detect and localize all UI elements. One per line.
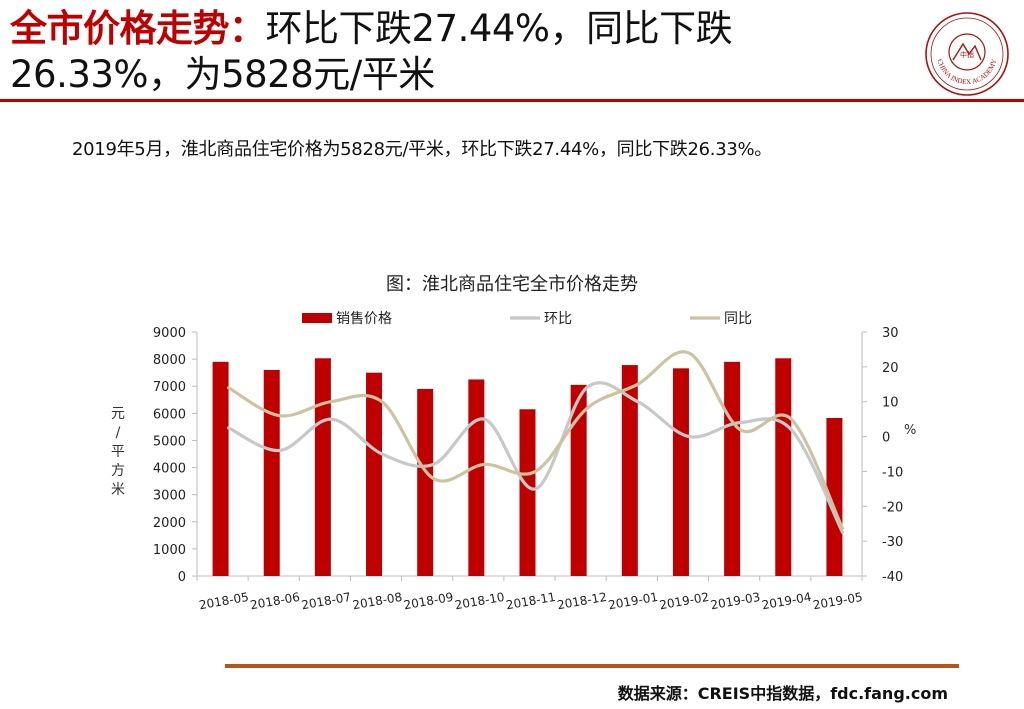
logo-center-text: 中指 (960, 50, 974, 59)
price-bars (212, 358, 843, 576)
right-tick-label: 20 (882, 361, 899, 376)
x-tick-label: 2018-12 (556, 590, 608, 612)
right-tick-label: -30 (882, 535, 903, 550)
left-tick-label: 7000 (153, 380, 186, 395)
ratio-lines (226, 350, 845, 534)
price-bar (724, 361, 741, 576)
legend-yoy-label: 同比 (724, 311, 752, 327)
x-tick-label: 2019-05 (812, 590, 864, 612)
left-axis-label-char: / (116, 425, 121, 441)
chart-legend: 销售价格 环比 同比 (302, 311, 752, 327)
page-title-rest: 环比下跌27.44%，同比下跌26.33%，为5828元/平米 (10, 7, 733, 96)
right-axis-label: % (904, 423, 916, 438)
left-tick-label: 2000 (153, 516, 186, 531)
legend-price-swatch (302, 313, 332, 323)
left-tick-label: 5000 (153, 434, 186, 449)
right-tick-label: -10 (882, 465, 903, 480)
left-axis-label-char: 元 (111, 406, 125, 422)
x-tick-label: 2018-11 (505, 590, 557, 612)
right-tick-label: 10 (882, 396, 899, 411)
left-axis-label-char: 方 (111, 463, 125, 479)
legend-mom-label: 环比 (544, 311, 572, 327)
legend-price-label: 销售价格 (336, 311, 392, 327)
price-bar (212, 361, 229, 576)
price-bar (570, 384, 587, 576)
header-rule (0, 99, 1024, 102)
china-index-academy-seal-icon: CHINA INDEX ACADEMY 中指 (925, 12, 1009, 96)
price-bar (417, 388, 434, 576)
price-bar (314, 358, 331, 576)
x-tick-label: 2019-02 (658, 590, 710, 612)
source-note: 数据来源：CREIS中指数据，fdc.fang.com (617, 684, 948, 703)
left-tick-label: 4000 (153, 462, 186, 477)
x-tick-label: 2018-08 (351, 590, 403, 612)
left-tick-label: 9000 (153, 326, 186, 341)
x-tick-label: 2019-04 (761, 590, 813, 612)
x-tick-label: 2018-10 (454, 590, 506, 612)
price-bar (366, 372, 383, 576)
chart-title: 图：淮北商品住宅全市价格走势 (386, 274, 638, 295)
x-tick-label: 2019-03 (710, 590, 762, 612)
left-tick-label: 6000 (153, 407, 186, 422)
x-tick-label: 2018-06 (249, 590, 301, 612)
right-tick-label: -20 (882, 500, 903, 515)
price-bar (519, 409, 536, 576)
mom-line (226, 381, 845, 534)
x-tick-label: 2018-07 (300, 590, 352, 612)
summary-text: 2019年5月，淮北商品住宅价格为5828元/平米，环比下跌27.44%，同比下… (72, 139, 772, 160)
x-tick-label: 2018-09 (403, 590, 455, 612)
price-bar (775, 358, 792, 576)
left-tick-label: 1000 (153, 543, 186, 558)
price-bar (826, 417, 843, 576)
left-tick-label: 0 (178, 570, 186, 585)
yoy-line (226, 350, 845, 530)
chart-axes: 0 1000 2000 3000 4000 5000 6000 7000 8000 9000 -40… (111, 326, 916, 612)
right-tick-label: 30 (882, 326, 899, 341)
price-bar (468, 379, 485, 576)
left-tick-label: 3000 (153, 489, 186, 504)
right-tick-label: -40 (882, 570, 903, 585)
left-tick-label: 8000 (153, 353, 186, 368)
right-tick-label: 0 (882, 431, 890, 446)
footer-rule (225, 664, 959, 668)
left-axis-label-char: 米 (111, 482, 125, 498)
price-bar (672, 368, 689, 576)
price-bar (621, 365, 638, 576)
price-bar (263, 369, 280, 576)
x-tick-label: 2018-05 (198, 590, 250, 612)
page-title-highlight: 全市价格走势： (10, 7, 266, 50)
x-tick-label: 2019-01 (607, 590, 659, 612)
page-title: 全市价格走势：环比下跌27.44%，同比下跌26.33%，为5828元/平米 (10, 6, 890, 98)
left-axis-label-char: 平 (111, 444, 125, 460)
